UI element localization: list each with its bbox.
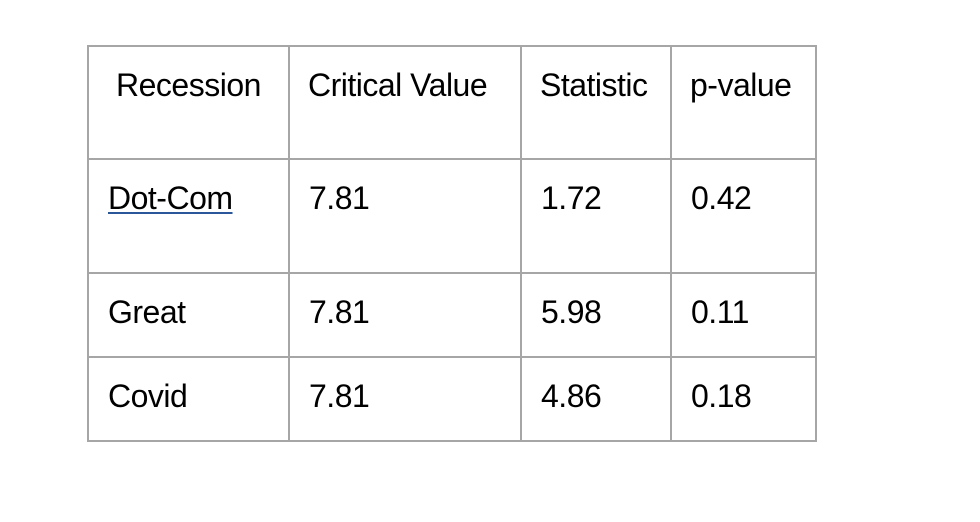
recession-name: Covid — [108, 378, 188, 414]
table-row: Dot-Com 7.81 1.72 0.42 — [87, 158, 817, 274]
table-cell: 5.98 — [520, 272, 672, 358]
critical-value: 7.81 — [309, 180, 370, 216]
table-cell: 4.86 — [520, 356, 672, 442]
table-cell: Covid — [87, 356, 290, 442]
results-table: Recession Critical Value Statistic p-val… — [87, 45, 817, 442]
table-cell: 0.18 — [670, 356, 817, 442]
critical-value: 7.81 — [309, 294, 370, 330]
recession-name: Great — [108, 294, 186, 330]
recession-name-link[interactable]: Dot-Com — [108, 180, 233, 216]
table-header-row: Recession Critical Value Statistic p-val… — [87, 45, 817, 160]
p-value: 0.11 — [691, 294, 749, 330]
table-cell: 0.11 — [670, 272, 817, 358]
table-row: Covid 7.81 4.86 0.18 — [87, 356, 817, 442]
table-cell: 0.42 — [670, 158, 817, 274]
header-p-value: p-value — [690, 67, 792, 103]
p-value: 0.18 — [691, 378, 752, 414]
critical-value: 7.81 — [309, 378, 370, 414]
table-row: Great 7.81 5.98 0.11 — [87, 272, 817, 358]
header-recession: Recession — [116, 67, 261, 103]
header-statistic: Statistic — [540, 67, 648, 103]
header-cell: p-value — [670, 45, 817, 160]
header-cell: Recession — [87, 45, 290, 160]
table-cell: 7.81 — [288, 356, 522, 442]
table-cell: 1.72 — [520, 158, 672, 274]
header-cell: Statistic — [520, 45, 672, 160]
statistic-value: 1.72 — [541, 180, 602, 216]
statistic-value: 4.86 — [541, 378, 602, 414]
table-cell: 7.81 — [288, 158, 522, 274]
table-cell: Great — [87, 272, 290, 358]
statistic-value: 5.98 — [541, 294, 602, 330]
header-critical-value: Critical Value — [308, 67, 488, 103]
p-value: 0.42 — [691, 180, 752, 216]
header-cell: Critical Value — [288, 45, 522, 160]
table-cell: 7.81 — [288, 272, 522, 358]
table-cell[interactable]: Dot-Com — [87, 158, 290, 274]
